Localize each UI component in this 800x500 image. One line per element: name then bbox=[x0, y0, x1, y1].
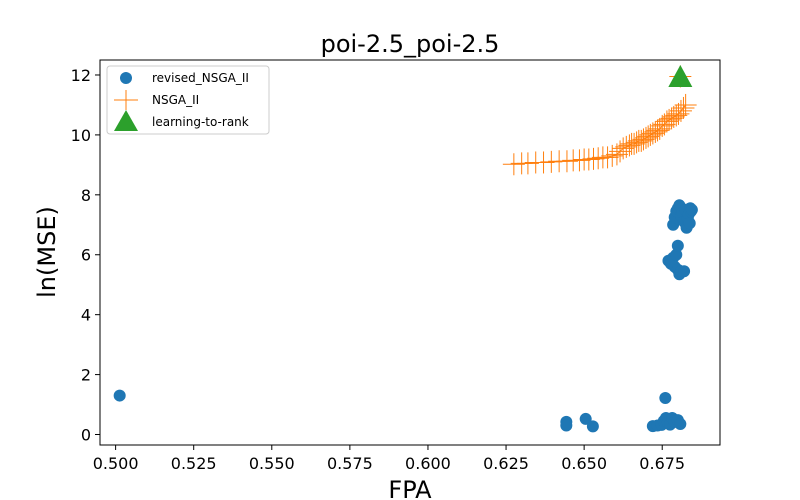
legend-marker-nsga-ii bbox=[114, 90, 138, 110]
y-tick-label: 4 bbox=[81, 306, 91, 325]
nsga-ii-point bbox=[596, 146, 619, 169]
learning-to-rank-point bbox=[668, 64, 693, 87]
x-tick-label: 0.675 bbox=[639, 454, 685, 473]
revised-nsga-ii-point bbox=[659, 391, 672, 404]
y-tick-label: 10 bbox=[71, 126, 91, 145]
nsga-ii-point bbox=[612, 137, 635, 160]
nsga-ii-point bbox=[587, 147, 610, 170]
y-axis-title: ln(MSE) bbox=[33, 206, 61, 298]
nsga-ii-point bbox=[577, 148, 600, 171]
x-tick-label: 0.625 bbox=[483, 454, 529, 473]
revised-nsga-ii-point bbox=[671, 239, 684, 252]
y-tick-label: 6 bbox=[81, 246, 91, 265]
revised-nsga-ii-point bbox=[674, 418, 687, 431]
revised-nsga-ii-point bbox=[560, 419, 573, 432]
x-tick-label: 0.525 bbox=[171, 454, 217, 473]
nsga-ii-point bbox=[672, 96, 695, 119]
nsga-ii-point bbox=[669, 99, 692, 122]
x-tick-label: 0.550 bbox=[249, 454, 295, 473]
chart-axes: 0.500 0.525 0.550 0.575 0.600 0.625 0.650 0.675… bbox=[71, 66, 685, 473]
legend-marker-learning-to-rank bbox=[114, 110, 138, 131]
x-axis-title: FPA bbox=[388, 476, 432, 500]
x-tick-label: 0.500 bbox=[93, 454, 139, 473]
legend-box bbox=[106, 65, 270, 135]
chart-marks bbox=[113, 64, 698, 433]
chart-title: poi-2.5_poi-2.5 bbox=[321, 30, 500, 58]
legend-label-learning-to-rank: learning-to-rank bbox=[152, 115, 249, 129]
nsga-ii-point bbox=[582, 147, 605, 170]
y-tick-label: 2 bbox=[81, 366, 91, 385]
revised-nsga-ii-point bbox=[678, 265, 691, 278]
legend-label-revised-nsga-ii: revised_NSGA_II bbox=[152, 71, 249, 85]
legend: revised_NSGA_II NSGA_II learning-to-rank bbox=[106, 65, 270, 135]
nsga-ii-point bbox=[674, 93, 697, 116]
y-tick-label: 12 bbox=[71, 66, 91, 85]
revised-nsga-ii-point bbox=[579, 412, 592, 425]
revised-nsga-ii-point bbox=[683, 217, 696, 230]
nsga-ii-point bbox=[609, 140, 632, 163]
nsga-ii-point bbox=[555, 150, 578, 173]
x-tick-label: 0.575 bbox=[327, 454, 373, 473]
x-tick-label: 0.600 bbox=[405, 454, 451, 473]
legend-label-nsga-ii: NSGA_II bbox=[152, 93, 199, 107]
revised-nsga-ii-point bbox=[113, 389, 126, 402]
nsga-ii-point bbox=[568, 149, 591, 172]
legend-marker-revised-nsga-ii bbox=[120, 72, 132, 84]
revised-nsga-ii-point bbox=[685, 203, 698, 216]
revised-nsga-ii-point bbox=[670, 248, 683, 261]
y-tick-label: 8 bbox=[81, 186, 91, 205]
y-tick-label: 0 bbox=[81, 426, 91, 445]
x-tick-label: 0.650 bbox=[561, 454, 607, 473]
revised-nsga-ii-point bbox=[586, 420, 599, 433]
